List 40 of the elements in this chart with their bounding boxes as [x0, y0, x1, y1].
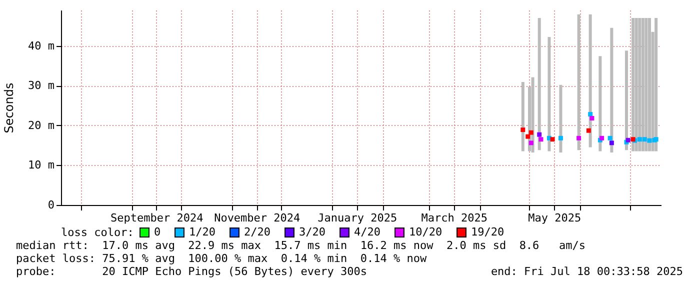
legend-title: loss color:: [61, 226, 134, 239]
text: probe: 20 ICMP Echo Pings (56 Bytes) every 300s: [16, 265, 367, 278]
x-tick-label: September 2024: [110, 212, 204, 224]
point: [590, 116, 594, 120]
point: [586, 128, 591, 133]
point: [550, 137, 555, 142]
y-tick-label: 10 m: [28, 158, 55, 172]
x-tick-label: March 2025: [421, 212, 488, 224]
legend-label: 4/20: [354, 226, 380, 239]
point: [608, 136, 612, 140]
point: [538, 137, 544, 142]
y-tick-label: 40 m: [28, 39, 55, 52]
legend-label: 2/20: [244, 226, 270, 239]
y-tick-label: 30 m: [28, 79, 55, 92]
x-tick-label: November 2024: [214, 212, 301, 224]
y-tick-label: 20 m: [28, 118, 55, 132]
legend-label: 10/20: [409, 226, 442, 239]
point: [647, 138, 652, 143]
y-tick-label: 0: [48, 198, 54, 212]
point: [528, 130, 534, 135]
point: [637, 137, 642, 142]
point: [558, 136, 563, 140]
point: [576, 136, 582, 140]
point: [642, 137, 647, 142]
point: [528, 140, 534, 146]
legend-label: 0: [154, 226, 161, 239]
y-axis-title: Seconds: [2, 82, 16, 134]
text: packet loss: 75.91 % avg 100.00 % max 0.14 % min 0.14 % now: [16, 252, 427, 265]
point: [609, 140, 614, 146]
text: end: Fri Jul 18 00:33:58 2025: [490, 265, 683, 278]
legend-label: 19/20: [471, 226, 504, 239]
x-tick-label: January 2025: [318, 212, 398, 224]
point: [537, 132, 542, 137]
text: median rtt: 17.0 ms avg 22.9 ms max 15.7 ms min 16.2 ms now 2.0 ms sd 8.6 am/s: [16, 239, 586, 252]
point: [526, 134, 530, 139]
legend-label: 1/20: [189, 226, 216, 239]
x-tick-label: May 2025: [528, 212, 582, 224]
point: [520, 128, 526, 132]
point: [588, 112, 593, 116]
legend-label: 3/20: [299, 226, 326, 239]
